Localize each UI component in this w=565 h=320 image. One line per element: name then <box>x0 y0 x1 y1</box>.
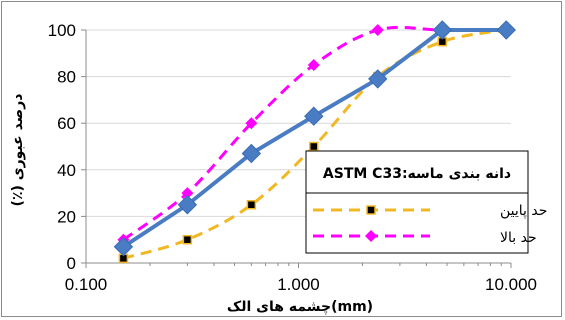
data-point <box>304 106 324 126</box>
data-point <box>496 20 516 40</box>
y-tick-label: 40 <box>57 161 76 180</box>
callout-box <box>305 150 529 194</box>
data-point <box>181 187 194 200</box>
tick-labels: 0 20 40 60 80 100 0.100 1.000 10.000 <box>48 21 537 294</box>
y-axis-title: درصد عبوری (٪) <box>10 94 26 207</box>
y-tick-label: 60 <box>57 114 76 133</box>
x-tick-label: 1.000 <box>277 275 320 294</box>
x-tick-label: 0.100 <box>65 275 108 294</box>
data-point <box>432 20 453 40</box>
y-tick-label: 80 <box>57 68 76 87</box>
series-sample <box>113 20 516 257</box>
x-axis-title: چشمه های الک(mm) <box>227 299 373 315</box>
data-point <box>113 236 134 257</box>
data-point <box>245 117 258 130</box>
y-tick-label: 20 <box>57 207 76 226</box>
legend-item-upper: حد بالا <box>313 230 537 246</box>
legend-box <box>305 192 529 254</box>
data-point <box>368 69 388 89</box>
data-point <box>371 24 384 36</box>
data-point <box>177 195 198 215</box>
legend-item-lower: حد پایین <box>313 203 547 219</box>
legend-marker-upper <box>365 230 377 242</box>
y-tick-label: 0 <box>67 254 76 273</box>
axes <box>81 29 512 268</box>
x-tick-label: 10.000 <box>485 275 537 294</box>
data-point <box>182 234 193 245</box>
legend-label-lower: حد پایین <box>500 203 547 219</box>
callout-text: دانه بندی ماسه:ASTM C33 <box>323 166 511 182</box>
legend-label-upper: حد بالا <box>500 230 537 246</box>
legend-marker-lower <box>366 205 376 215</box>
series-group <box>113 20 516 264</box>
data-point <box>307 58 320 71</box>
y-tick-label: 100 <box>48 21 76 40</box>
data-point <box>241 143 262 164</box>
data-point <box>309 141 319 152</box>
data-point <box>246 200 257 210</box>
